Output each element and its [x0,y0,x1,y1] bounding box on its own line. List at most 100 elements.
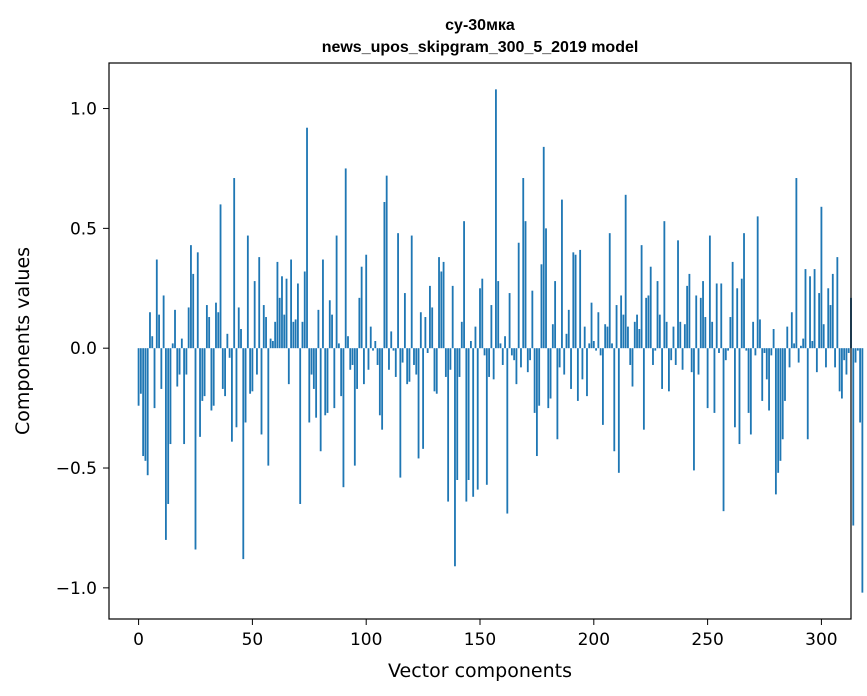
bar-220 [638,329,641,349]
bar-107 [381,348,384,430]
bar-5 [149,312,151,349]
bar-235 [672,326,675,349]
bar-59 [271,341,274,349]
bar-315 [854,348,857,363]
bar-314 [852,348,855,526]
bar-28 [201,348,204,401]
bar-88 [337,343,340,349]
bar-64 [283,314,286,349]
x-tick-label: 250 [691,630,723,650]
bar-38 [224,348,226,397]
bar-213 [622,314,625,349]
bar-260 [729,317,732,349]
bar-61 [276,261,279,349]
bar-188 [565,333,568,349]
bar-70 [297,283,299,349]
bar-19 [180,338,183,349]
x-tick-label: 200 [578,630,610,650]
bar-48 [246,235,249,349]
bar-253 [713,348,716,413]
bar-4 [146,348,149,476]
bar-17 [176,348,179,387]
bar-294 [806,348,809,440]
bar-130 [433,348,436,392]
bar-316 [856,348,859,351]
bar-203 [599,348,602,356]
bar-259 [727,348,729,351]
bar-142 [460,321,463,349]
bar-29 [203,348,206,397]
bar-36 [219,204,222,349]
bar-185 [558,348,561,368]
bar-52 [256,348,258,375]
bar-279 [772,329,775,349]
bar-159 [499,343,502,349]
bar-78 [315,348,318,418]
bar-243 [690,348,693,373]
bar-92 [347,336,349,349]
bar-157 [495,89,497,349]
bar-126 [424,317,427,349]
bar-69 [294,319,297,349]
bar-112 [392,348,395,351]
bar-1 [139,348,142,394]
bar-60 [274,321,277,349]
bar-198 [588,343,591,349]
bar-71 [299,348,302,504]
bar-7 [153,348,156,409]
bar-250 [706,348,709,409]
bar-66 [287,348,290,385]
bar-239 [681,348,684,370]
bar-45 [240,329,242,349]
bar-150 [479,288,481,349]
bar-101 [367,348,370,370]
bar-12 [164,348,167,540]
bar-118 [406,348,409,385]
bar-111 [390,331,393,349]
bar-174 [533,348,536,413]
y-tick-label: −0.5 [56,459,97,479]
bar-284 [784,348,786,401]
bar-182 [551,324,554,349]
bar-238 [679,321,682,349]
bar-267 [745,348,748,351]
bar-15 [171,343,174,349]
bar-87 [335,235,338,349]
bar-264 [738,348,741,445]
bar-212 [620,295,623,349]
bar-290 [797,348,800,363]
bar-245 [695,295,698,349]
bar-147 [472,348,475,497]
bar-40 [228,348,231,358]
bar-216 [629,348,632,365]
bar-109 [385,175,388,349]
bar-217 [631,348,634,387]
bar-183 [554,281,557,349]
bar-309 [840,348,843,399]
bar-25 [194,348,197,550]
y-tick-label: 1.0 [70,100,97,120]
bar-18 [178,348,181,375]
bar-144 [465,348,468,502]
bar-99 [363,348,365,385]
bar-114 [397,233,399,349]
bar-148 [474,326,477,349]
bar-90 [342,348,345,488]
bar-296 [811,341,814,349]
bar-222 [642,348,645,430]
bar-305 [831,273,834,349]
bar-124 [419,312,422,349]
bar-199 [590,302,593,349]
bar-205 [604,324,607,349]
bar-110 [388,348,390,370]
bar-181 [549,348,552,399]
bar-62 [278,297,281,349]
bar-241 [686,285,689,349]
bar-35 [217,312,220,349]
bar-269 [749,348,752,435]
bar-173 [531,290,534,349]
bar-42 [233,178,236,349]
bar-152 [483,348,486,356]
bar-132 [438,257,440,349]
y-tick-label: 0.0 [70,339,97,359]
